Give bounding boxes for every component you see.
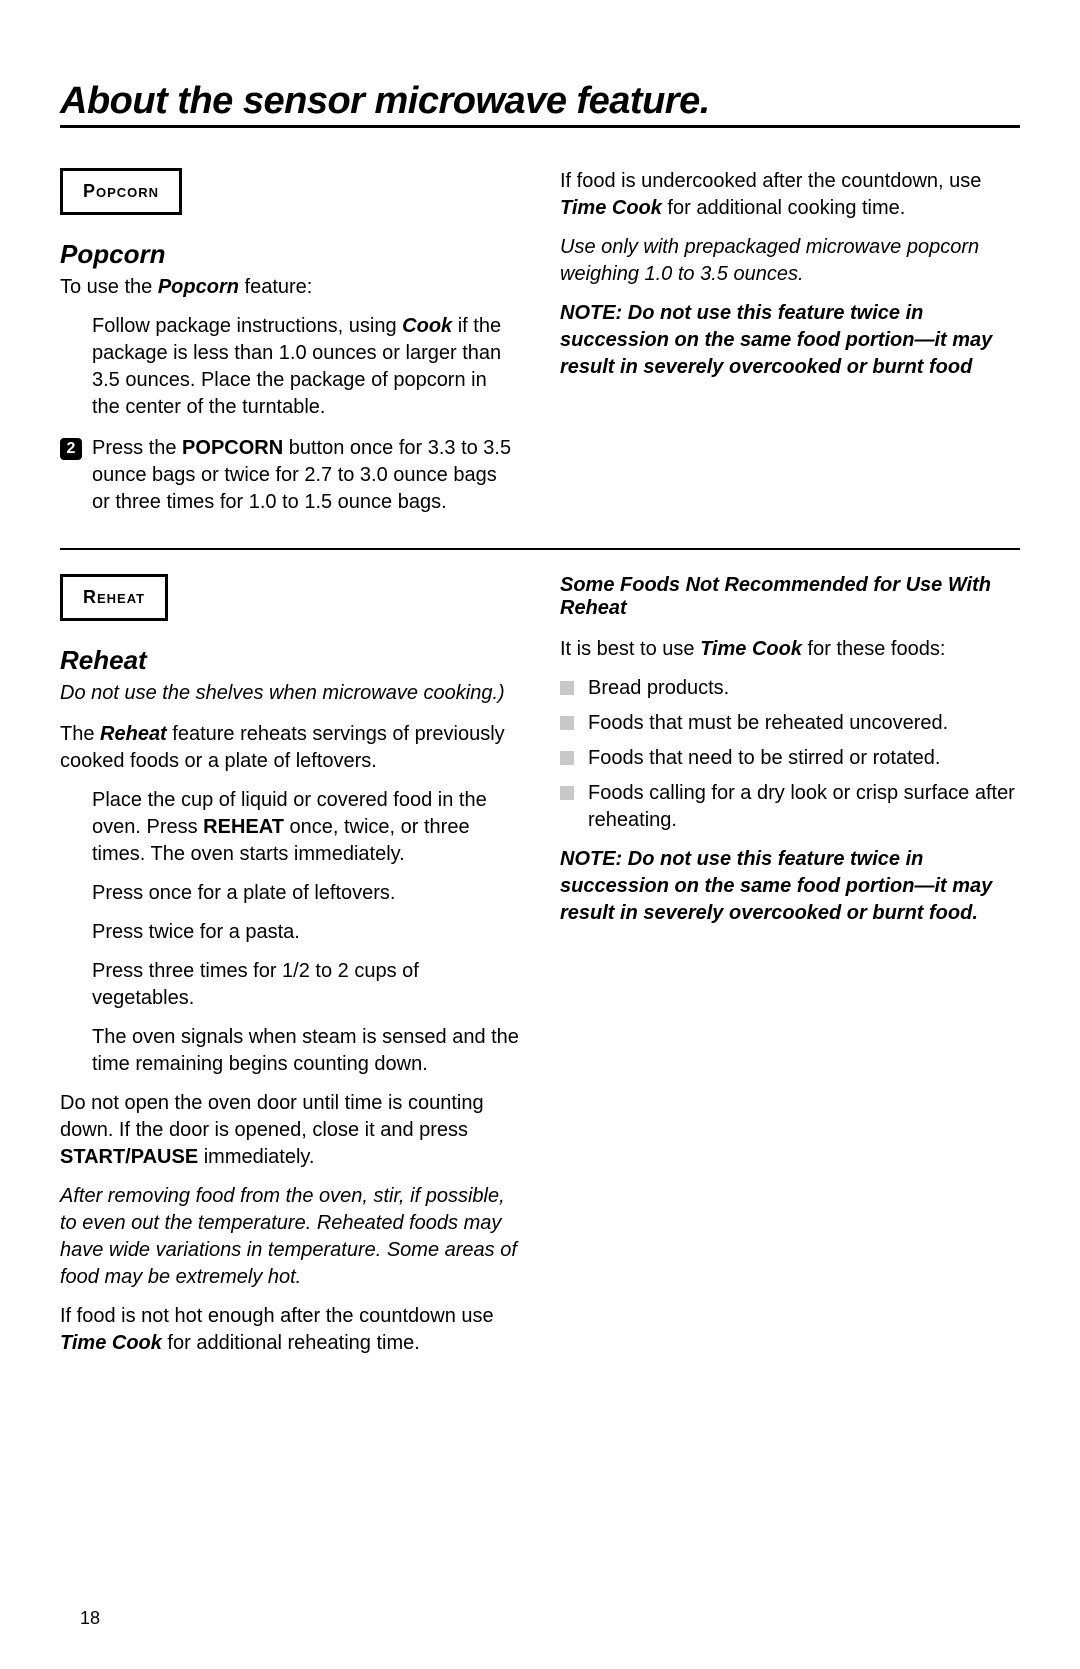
text-bold: START/PAUSE [60, 1146, 198, 1168]
reheat-step-3: Press twice for a pasta. [92, 919, 520, 946]
text-bold: Cook [402, 315, 452, 337]
section-divider [60, 548, 1020, 550]
reheat-button-box: Reheat [60, 574, 168, 621]
reheat-door-note: Do not open the oven door until time is … [60, 1090, 520, 1171]
text: for additional cooking time. [662, 197, 905, 219]
text-bold: Popcorn [158, 276, 239, 298]
page-title: About the sensor microwave feature. [60, 80, 1020, 128]
popcorn-step-1: Follow package instructions, using Cook … [60, 313, 520, 421]
reheat-section: Reheat Reheat Do not use the shelves whe… [60, 574, 1020, 1369]
step-body: Press the POPCORN button once for 3.3 to… [92, 435, 520, 516]
popcorn-button-box: Popcorn [60, 168, 182, 215]
text: Press the [92, 437, 182, 459]
reheat-warning-note: NOTE: Do not use this feature twice in s… [560, 846, 1020, 927]
text: Do not open the oven door until time is … [60, 1092, 484, 1141]
reheat-timecook-note: If food is not hot enough after the coun… [60, 1303, 520, 1357]
not-recommended-intro: It is best to use Time Cook for these fo… [560, 636, 1020, 663]
popcorn-undercooked-note: If food is undercooked after the countdo… [560, 168, 1020, 222]
text-bold: Reheat [100, 723, 167, 745]
text: Follow package instructions, using [92, 315, 402, 337]
text: It is best to use [560, 638, 700, 660]
popcorn-intro: To use the Popcorn feature: [60, 274, 520, 301]
step-body: Follow package instructions, using Cook … [92, 313, 520, 421]
reheat-step-5: The oven signals when steam is sensed an… [92, 1024, 520, 1078]
reheat-right-column: Some Foods Not Recommended for Use With … [560, 574, 1020, 1369]
popcorn-warning-note: NOTE: Do not use this feature twice in s… [560, 300, 1020, 381]
step-number-blank [60, 316, 82, 338]
step-number: 2 [60, 438, 82, 460]
reheat-step-2: Press once for a plate of leftovers. [92, 880, 520, 907]
text-bold: POPCORN [182, 437, 283, 459]
text-bold: Time Cook [560, 197, 662, 219]
not-recommended-heading: Some Foods Not Recommended for Use With … [560, 574, 1020, 620]
reheat-stir-note: After removing food from the oven, stir,… [60, 1183, 520, 1291]
text: The [60, 723, 100, 745]
popcorn-weight-note: Use only with prepackaged microwave popc… [560, 234, 1020, 288]
reheat-step-4: Press three times for 1/2 to 2 cups of v… [92, 958, 520, 1012]
text: immediately. [198, 1146, 314, 1168]
popcorn-section: Popcorn Popcorn To use the Popcorn featu… [60, 168, 1020, 530]
not-recommended-list: Bread products. Foods that must be rehea… [560, 675, 1020, 834]
page-number: 18 [80, 1608, 100, 1629]
text: If food is not hot enough after the coun… [60, 1305, 494, 1327]
popcorn-step-2: 2 Press the POPCORN button once for 3.3 … [60, 435, 520, 516]
list-item: Bread products. [560, 675, 1020, 702]
text-bold: Time Cook [700, 638, 802, 660]
popcorn-heading: Popcorn [60, 239, 520, 270]
text: for these foods: [802, 638, 945, 660]
text-bold: REHEAT [203, 816, 284, 838]
text: If food is undercooked after the countdo… [560, 170, 981, 192]
popcorn-right-column: If food is undercooked after the countdo… [560, 168, 1020, 530]
reheat-heading: Reheat [60, 645, 520, 676]
reheat-steps: Place the cup of liquid or covered food … [60, 787, 520, 1078]
reheat-description: The Reheat feature reheats servings of p… [60, 721, 520, 775]
list-item: Foods calling for a dry look or crisp su… [560, 780, 1020, 834]
popcorn-left-column: Popcorn Popcorn To use the Popcorn featu… [60, 168, 520, 530]
text: feature: [239, 276, 312, 298]
text: To use the [60, 276, 158, 298]
reheat-step-1: Place the cup of liquid or covered food … [92, 787, 520, 868]
reheat-caution: Do not use the shelves when microwave co… [60, 680, 520, 707]
list-item: Foods that must be reheated uncovered. [560, 710, 1020, 737]
reheat-left-column: Reheat Reheat Do not use the shelves whe… [60, 574, 520, 1369]
list-item: Foods that need to be stirred or rotated… [560, 745, 1020, 772]
text: for additional reheating time. [162, 1332, 420, 1354]
text-bold: Time Cook [60, 1332, 162, 1354]
